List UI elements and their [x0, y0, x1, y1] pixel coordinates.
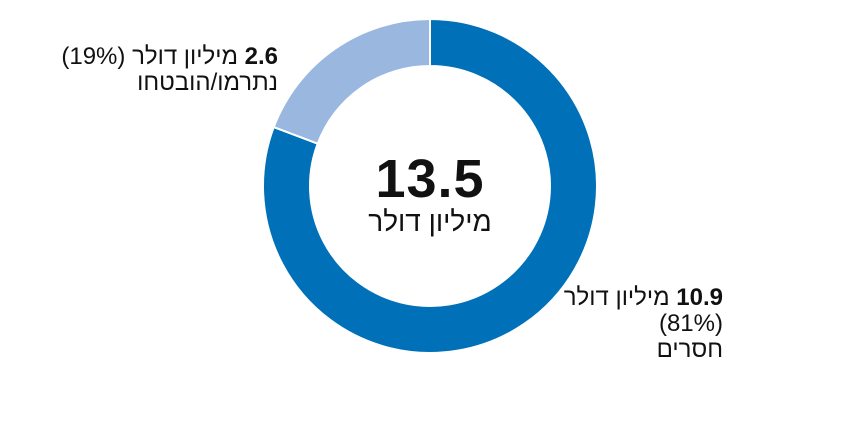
total-value: 13.5 — [375, 149, 485, 209]
slice-gap — [262, 17, 598, 354]
label-gap: 10.9 מיליון דולר (81%) חסרים — [463, 285, 723, 363]
label-pledged-amount: 2.6 — [244, 43, 278, 70]
label-gap-percent: (81%) — [658, 310, 723, 337]
label-gap-line1: 10.9 מיליון דולר — [463, 285, 723, 311]
label-pledged-line1: 2.6 מיליון דולר (19%) — [18, 44, 278, 70]
label-pledged-unit: מיליון דולר (19%) — [61, 43, 238, 70]
slice-pledged — [272, 17, 431, 145]
label-gap-unit: מיליון דולר — [563, 284, 670, 311]
label-gap-amount: 10.9 — [676, 284, 723, 311]
label-pledged: 2.6 מיליון דולר (19%) נתרמו/הובטחו — [18, 44, 278, 96]
label-gap-name: חסרים — [656, 336, 723, 363]
total-unit: מיליון דולר — [368, 206, 492, 237]
label-pledged-name: נתרמו/הובטחו — [137, 69, 278, 96]
